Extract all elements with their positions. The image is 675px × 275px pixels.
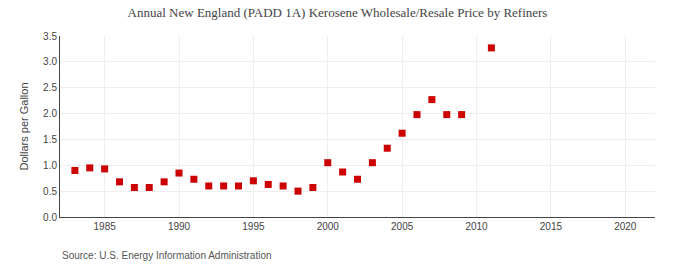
svg-text:2020: 2020 (614, 221, 637, 232)
svg-text:Dollars per Gallon: Dollars per Gallon (18, 82, 30, 170)
svg-text:1990: 1990 (168, 221, 191, 232)
svg-text:3.5: 3.5 (43, 31, 57, 42)
svg-text:0.0: 0.0 (43, 212, 57, 223)
svg-text:2010: 2010 (465, 221, 488, 232)
svg-text:2000: 2000 (317, 221, 340, 232)
svg-text:1995: 1995 (242, 221, 265, 232)
svg-text:2.5: 2.5 (43, 82, 57, 93)
svg-text:2005: 2005 (391, 221, 414, 232)
svg-text:0.5: 0.5 (43, 186, 57, 197)
svg-text:Source: U.S. Energy Informatio: Source: U.S. Energy Information Administ… (62, 250, 272, 261)
svg-text:1.0: 1.0 (43, 160, 57, 171)
svg-text:2015: 2015 (540, 221, 563, 232)
svg-text:3.0: 3.0 (43, 56, 57, 67)
svg-text:1985: 1985 (94, 221, 117, 232)
svg-text:Annual New England (PADD 1A) K: Annual New England (PADD 1A) Kerosene Wh… (128, 5, 548, 20)
svg-text:2.0: 2.0 (43, 108, 57, 119)
svg-text:1.5: 1.5 (43, 134, 57, 145)
